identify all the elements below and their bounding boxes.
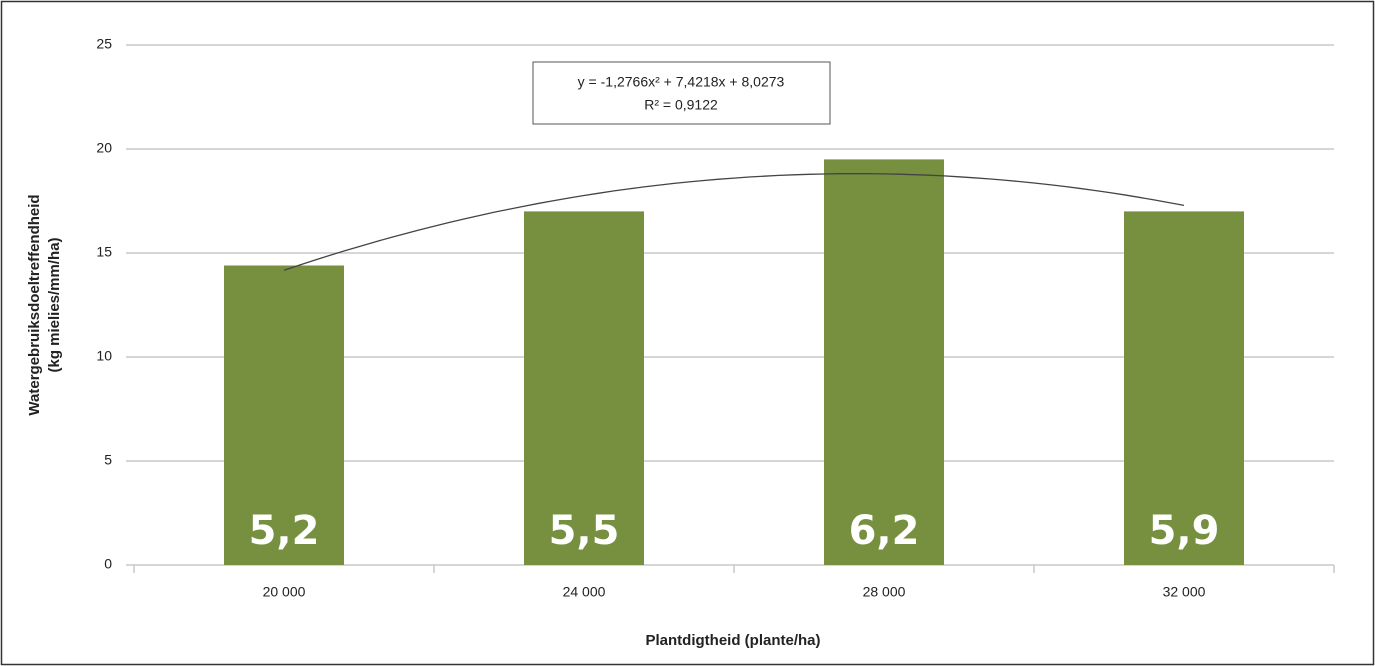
bar <box>224 265 344 565</box>
y-axis-title: Watergebruiksdoeltreffendheid (kg mielie… <box>26 194 63 415</box>
bar-annotation: 6,2 <box>849 508 920 554</box>
x-tick-label: 32 000 <box>1163 584 1206 600</box>
x-tick-label: 20 000 <box>263 584 306 600</box>
y-axis-title-line: Watergebruiksdoeltreffendheid <box>26 194 43 415</box>
x-tick-label: 24 000 <box>563 584 606 600</box>
y-tick-label: 5 <box>104 452 112 468</box>
bar-annotation: 5,2 <box>249 508 320 554</box>
x-tick-label: 28 000 <box>863 584 906 600</box>
bar-annotation: 5,5 <box>549 508 620 554</box>
equation-box <box>532 61 831 125</box>
equation: y = -1,2766x² + 7,4218x + 8,0273 <box>578 74 785 90</box>
trendline <box>283 173 1185 271</box>
bar <box>1124 211 1244 565</box>
x-axis-title: Plantdigtheid (plante/ha) <box>646 632 821 649</box>
r-squared: R² = 0,9122 <box>644 97 718 113</box>
bar <box>524 211 644 565</box>
y-tick-label: 20 <box>96 140 112 156</box>
y-tick-label: 0 <box>104 556 112 572</box>
y-tick-label: 25 <box>96 36 112 52</box>
bar-annotation: 5,9 <box>1149 508 1220 554</box>
y-axis-title-line: (kg mielies/mm/ha) <box>46 237 63 372</box>
bar <box>824 159 944 565</box>
y-tick-label: 10 <box>96 348 112 364</box>
y-tick-label: 15 <box>96 244 112 260</box>
